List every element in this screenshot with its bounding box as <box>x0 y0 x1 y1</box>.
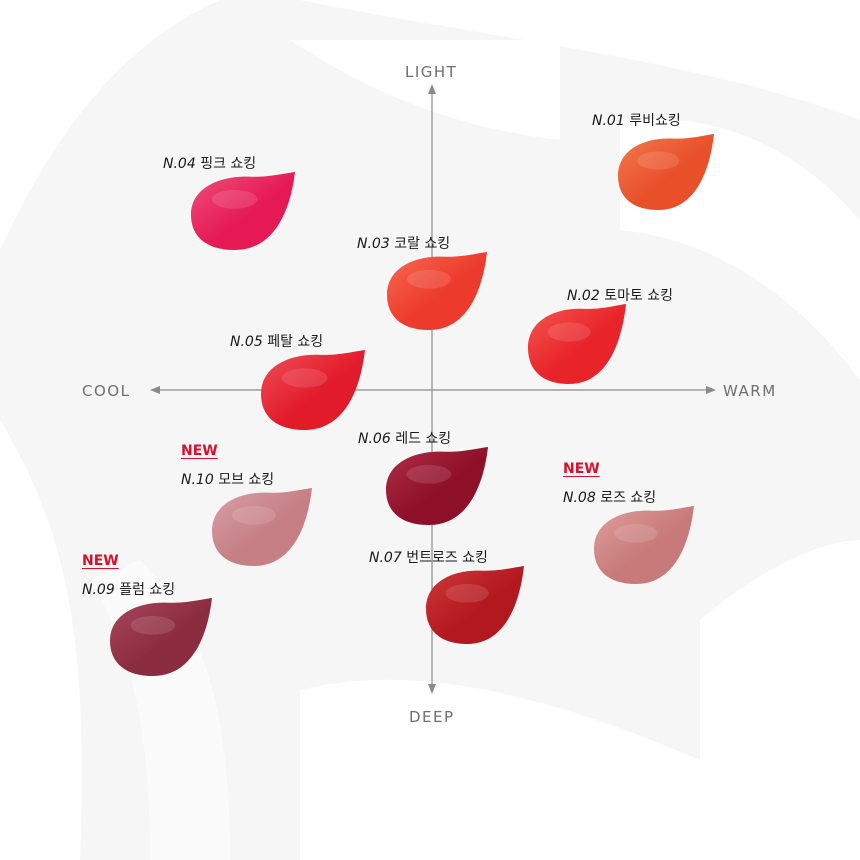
swatch-n08 <box>594 506 694 584</box>
swatch-n09 <box>110 598 212 676</box>
swatch-sheen-n08 <box>614 523 658 543</box>
swatch-label-n07: N.07 번트로즈 쇼킹 <box>369 550 488 566</box>
swatch-label-n04: N.04 핑크 쇼킹 <box>163 156 257 172</box>
swatch-n10 <box>212 488 312 566</box>
swatch-sheen-n06 <box>406 464 452 484</box>
swatch-sheen-n01 <box>637 151 680 170</box>
swatch-sheen-n04 <box>211 189 258 209</box>
new-badge-n09: NEW <box>82 553 119 569</box>
swatch-label-n02: N.02 토마토 쇼킹 <box>567 288 674 304</box>
arrow-down-icon <box>428 684 436 694</box>
swatch-n04 <box>191 172 295 250</box>
swatch-label-n01: N.01 루비쇼킹 <box>592 113 681 129</box>
swatch-n03 <box>387 252 487 330</box>
swatch-label-n09: N.09 플럼 쇼킹 <box>82 582 176 598</box>
swatch-sheen-n10 <box>232 505 276 525</box>
arrow-left-icon <box>150 386 160 394</box>
axis-label-warm: WARM <box>723 382 777 400</box>
axis-label-light: LIGHT <box>405 63 458 81</box>
new-badge-n08: NEW <box>563 461 600 477</box>
swatch-label-n08: N.08 로즈 쇼킹 <box>563 490 657 506</box>
swatch-n07 <box>426 566 524 644</box>
swatch-label-n10: N.10 모브 쇼킹 <box>181 472 275 488</box>
arrow-up-icon <box>428 84 436 94</box>
swatch-label-n03: N.03 코랄 쇼킹 <box>357 236 451 252</box>
swatch-label-n06: N.06 레드 쇼킹 <box>358 431 452 447</box>
swatch-n06 <box>386 447 488 525</box>
swatch-sheen-n05 <box>281 368 328 388</box>
new-badge-n10: NEW <box>181 443 218 459</box>
swatch-sheen-n03 <box>407 269 451 289</box>
swatch-label-n05: N.05 페탈 쇼킹 <box>230 334 324 350</box>
axis-label-deep: DEEP <box>409 708 455 726</box>
swatch-sheen-n07 <box>445 583 489 603</box>
arrow-right-icon <box>706 386 716 394</box>
swatch-sheen-n09 <box>130 615 176 635</box>
swatch-n05 <box>261 350 365 430</box>
axis-label-cool: COOL <box>82 382 131 400</box>
swatch-sheen-n02 <box>547 322 591 342</box>
swatch-n02 <box>528 304 626 384</box>
swatch-n01 <box>618 134 714 210</box>
